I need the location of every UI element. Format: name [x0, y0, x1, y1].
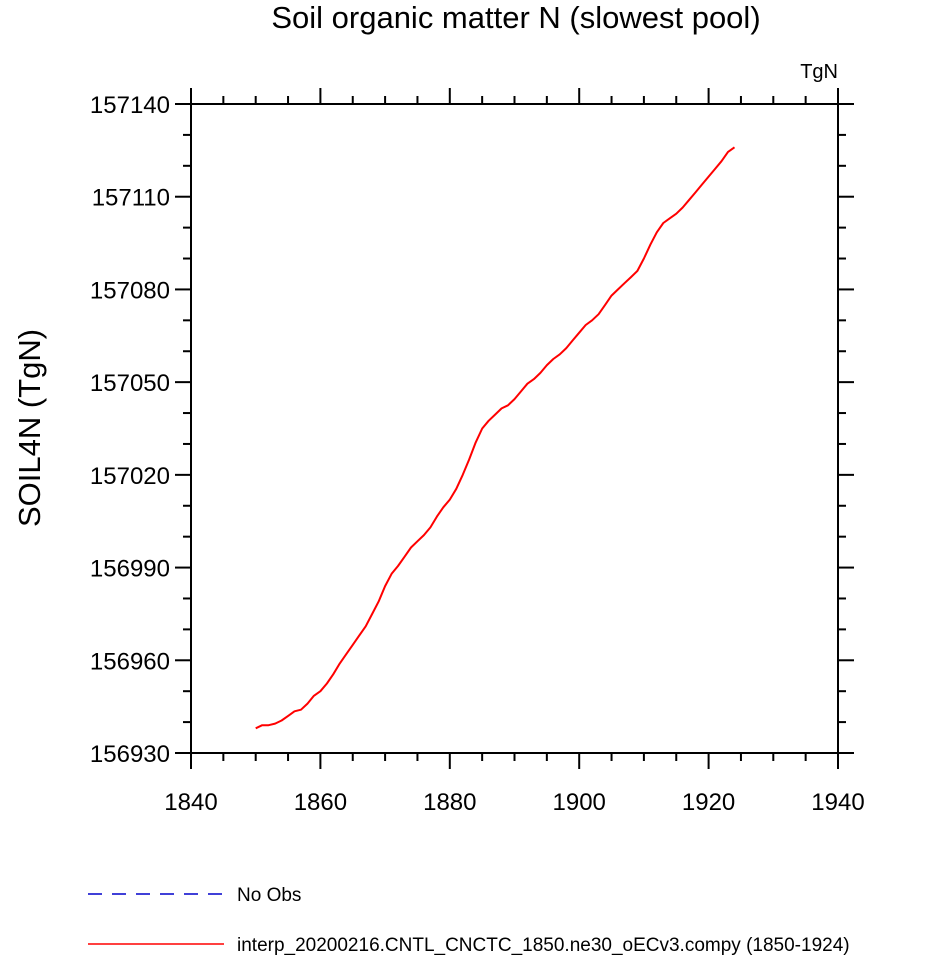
- axis-ticks: [175, 88, 854, 769]
- y-tick-label: 156960: [90, 648, 170, 675]
- chart-title: Soil organic matter N (slowest pool): [271, 0, 760, 35]
- legend: No Obs interp_20200216.CNTL_CNCTC_1850.ne…: [88, 885, 850, 956]
- x-tick-label: 1880: [423, 789, 476, 816]
- x-tick-label: 1840: [164, 789, 217, 816]
- x-tick-label: 1940: [811, 789, 864, 816]
- y-tick-label: 156990: [90, 556, 170, 583]
- x-tick-label: 1900: [553, 789, 606, 816]
- y-tick-label: 157080: [90, 277, 170, 304]
- plot-frame: [190, 103, 839, 754]
- y-tick-labels: 156930 156960 156990 157020 157050 157080 1571…: [90, 92, 170, 768]
- y-tick-label: 157110: [92, 185, 170, 212]
- legend-label: No Obs: [237, 885, 301, 906]
- x-tick-labels: 1840 1860 1880 1900 1920 1940: [164, 789, 864, 816]
- x-tick-label: 1920: [682, 789, 735, 816]
- units-label: TgN: [800, 61, 838, 83]
- series-line-0: [255, 146, 736, 730]
- y-axis-label: SOIL4N (TgN): [12, 329, 47, 527]
- legend-label: interp_20200216.CNTL_CNCTC_1850.ne30_oEC…: [237, 935, 850, 956]
- x-tick-label: 1860: [294, 789, 347, 816]
- series-lines: [255, 146, 736, 730]
- y-tick-label: 157020: [90, 463, 170, 490]
- y-tick-label: 157140: [90, 92, 170, 119]
- y-tick-label: 156930: [90, 741, 170, 768]
- y-tick-label: 157050: [90, 370, 170, 397]
